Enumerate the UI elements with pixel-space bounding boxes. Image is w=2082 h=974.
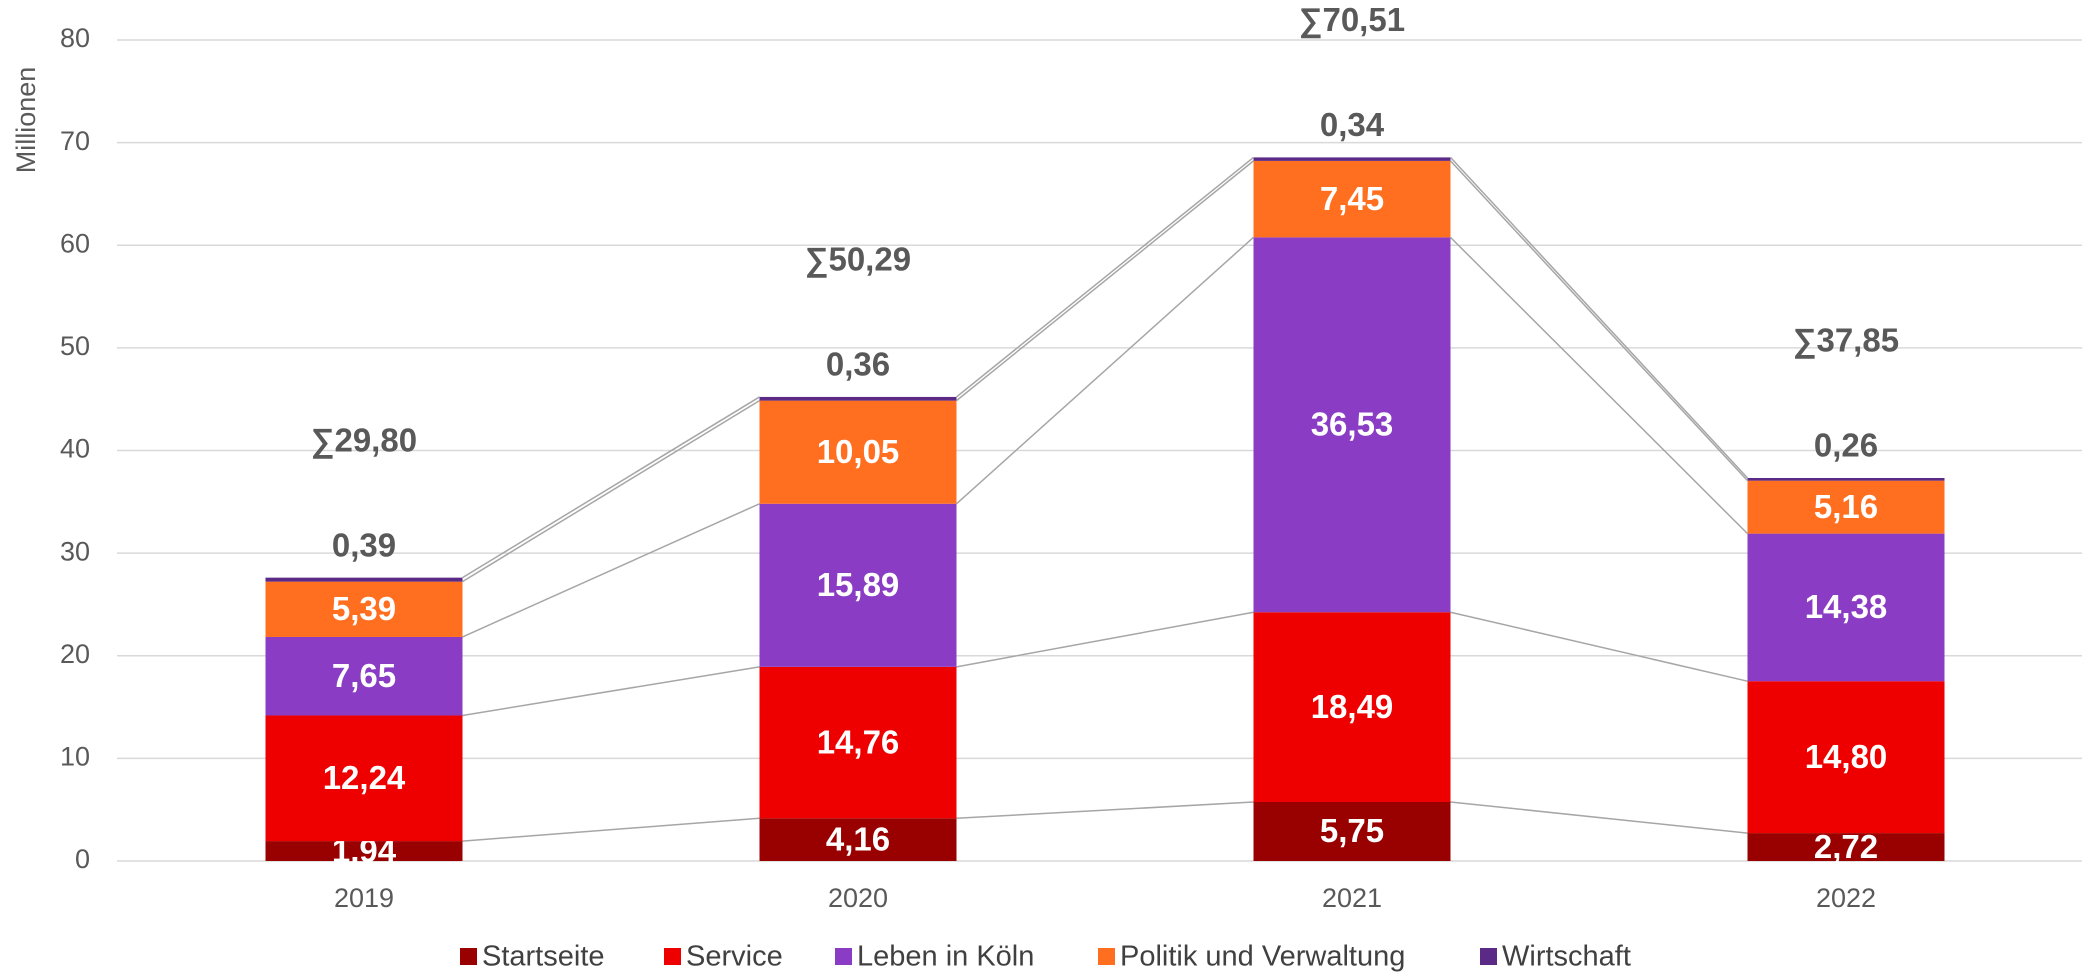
data-label: 0,26 xyxy=(1814,427,1878,464)
y-tick-label: 10 xyxy=(60,742,90,772)
data-label: 5,16 xyxy=(1814,488,1878,525)
y-tick-label: 80 xyxy=(60,23,90,53)
bar-segment xyxy=(1747,533,1945,682)
series-line xyxy=(1449,236,1749,535)
bar-segment xyxy=(759,666,957,819)
bar-segment xyxy=(265,636,463,716)
data-label: 14,38 xyxy=(1805,588,1888,625)
series-line xyxy=(956,611,1254,668)
bar-segment xyxy=(759,396,957,401)
legend-swatch xyxy=(1098,948,1115,965)
bar-segment xyxy=(1747,833,1945,861)
y-tick-label: 20 xyxy=(60,639,90,669)
total-label: ∑70,51 xyxy=(1299,1,1405,39)
legend-swatch xyxy=(835,948,852,965)
bar-segment xyxy=(1253,237,1451,613)
x-tick-label: 2022 xyxy=(1816,883,1876,913)
y-tick-label: 70 xyxy=(60,126,90,156)
series-line xyxy=(956,801,1254,820)
series-line xyxy=(956,160,1254,402)
legend-label: Politik und Verwaltung xyxy=(1120,941,1405,973)
series-line xyxy=(1449,156,1749,479)
data-label: 14,76 xyxy=(817,723,900,760)
legend-label: Startseite xyxy=(482,941,605,973)
total-label: ∑50,29 xyxy=(805,241,911,279)
series-line xyxy=(1450,611,1748,682)
bar-segment xyxy=(759,400,957,504)
bar-segment xyxy=(759,503,957,667)
bar-segment xyxy=(1747,681,1945,834)
series-line xyxy=(462,399,760,583)
bar-segment xyxy=(759,818,957,861)
data-label: 5,75 xyxy=(1320,812,1384,849)
data-label: 0,34 xyxy=(1320,106,1385,143)
data-label: 7,45 xyxy=(1320,180,1384,217)
bar-segment xyxy=(1253,801,1451,861)
y-tick-label: 60 xyxy=(60,228,90,258)
data-label: 36,53 xyxy=(1311,406,1394,443)
series-line xyxy=(955,236,1255,505)
data-label: 4,16 xyxy=(826,820,890,857)
bar-segment xyxy=(1253,612,1451,802)
y-axis-label: Millionen xyxy=(11,67,41,174)
y-tick-label: 0 xyxy=(75,844,90,874)
legend-label: Service xyxy=(686,941,783,973)
data-label: 0,39 xyxy=(332,526,396,563)
bar-segment xyxy=(265,715,463,842)
x-tick-label: 2020 xyxy=(828,883,888,913)
data-label: 14,80 xyxy=(1805,738,1888,775)
bar-segment xyxy=(1747,478,1945,481)
data-label: 0,36 xyxy=(826,346,890,383)
bar-segment xyxy=(265,577,463,582)
data-label: 7,65 xyxy=(332,657,396,694)
data-label: 12,24 xyxy=(323,759,406,796)
series-line xyxy=(1450,801,1748,834)
legend-swatch xyxy=(664,948,681,965)
bar-segment xyxy=(1253,157,1451,161)
series-line xyxy=(1449,160,1749,482)
x-tick-label: 2021 xyxy=(1322,883,1382,913)
total-label: ∑37,85 xyxy=(1793,322,1899,360)
y-tick-label: 30 xyxy=(60,536,90,566)
series-line xyxy=(462,503,760,638)
y-tick-label: 50 xyxy=(60,331,90,361)
data-label: 5,39 xyxy=(332,590,396,627)
legend-label: Wirtschaft xyxy=(1502,941,1631,973)
series-line xyxy=(462,396,760,579)
data-label: 18,49 xyxy=(1311,688,1394,725)
bar-segment xyxy=(265,841,463,861)
series-line xyxy=(956,156,1254,398)
bar-segment xyxy=(1747,480,1945,534)
data-label: 2,72 xyxy=(1814,828,1878,865)
series-line xyxy=(462,666,760,717)
total-label: ∑29,80 xyxy=(311,421,417,459)
series-line xyxy=(462,817,760,842)
x-tick-label: 2019 xyxy=(334,883,394,913)
legend-label: Leben in Köln xyxy=(857,941,1034,973)
bar-segment xyxy=(1253,160,1451,238)
y-tick-label: 40 xyxy=(60,434,90,464)
data-label: 10,05 xyxy=(817,433,900,470)
bar-segment xyxy=(265,581,463,637)
legend-swatch xyxy=(1480,948,1497,965)
data-label: 15,89 xyxy=(817,566,900,603)
legend-swatch xyxy=(460,948,477,965)
